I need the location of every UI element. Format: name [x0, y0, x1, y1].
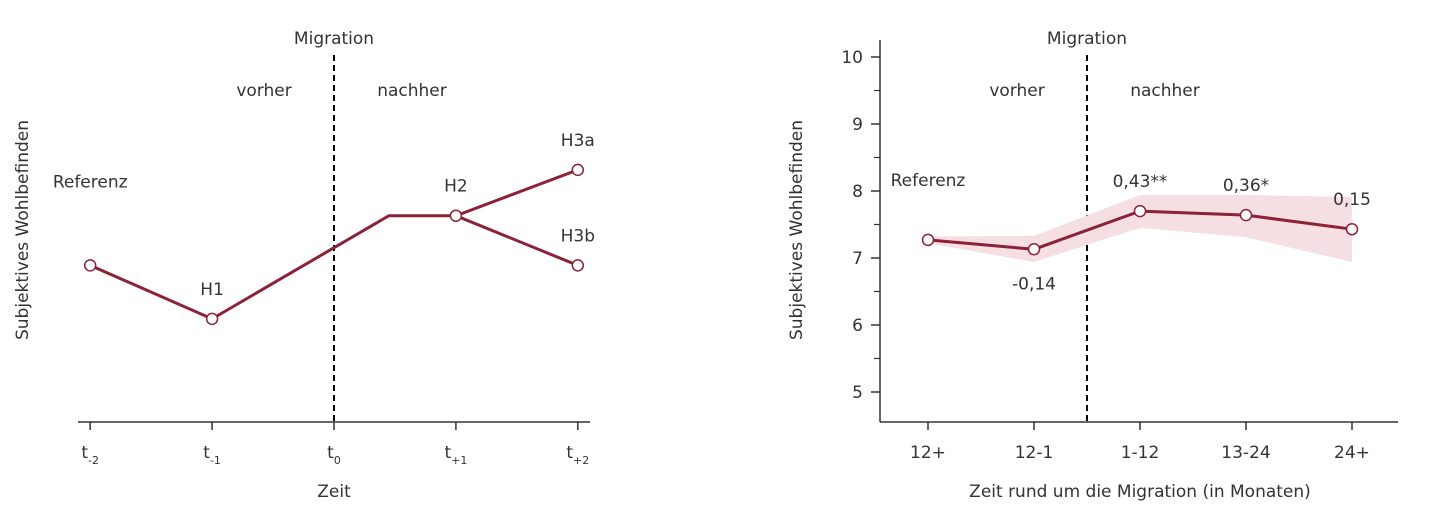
tick-sub: +1	[451, 454, 467, 467]
tick-sub: 0	[334, 454, 341, 467]
line	[455, 168, 579, 218]
x-tick-label: t0	[327, 443, 341, 467]
x-axis-title: Zeit	[317, 482, 351, 502]
after-label: nachher	[1130, 81, 1200, 101]
x-axis-title: Zeit rund um die Migration (in Monaten)	[969, 482, 1311, 502]
tick-sub: -2	[88, 454, 99, 467]
tick-sub: +2	[573, 454, 589, 467]
migration-label: Migration	[1047, 29, 1127, 49]
y-tick-label: 7	[852, 249, 863, 269]
point	[83, 259, 97, 272]
before-label: vorher	[989, 81, 1044, 101]
point	[571, 163, 585, 177]
value-label: 0,43**	[1113, 172, 1168, 192]
point-label: Referenz	[53, 172, 128, 192]
point	[205, 312, 219, 326]
point	[1027, 243, 1041, 256]
point-label: H3a	[561, 131, 595, 151]
value-label: Referenz	[891, 171, 966, 191]
y-tick-label: 6	[852, 316, 863, 336]
after-label: nachher	[377, 81, 447, 101]
line	[455, 214, 579, 267]
tick-base: t	[81, 443, 88, 463]
y-tick-label: 8	[852, 182, 863, 202]
y-tick-label: 9	[852, 115, 863, 135]
point	[921, 233, 935, 247]
point	[449, 209, 463, 222]
x-tick-label: t+2	[566, 443, 589, 467]
y-axis-title: Subjektives Wohlbefinden	[13, 120, 33, 340]
x-tick-label: t+1	[444, 443, 467, 467]
point	[1133, 204, 1147, 218]
y-axis-title: Subjektives Wohlbefinden	[787, 120, 807, 340]
tick-base: t	[444, 443, 451, 463]
value-label: -0,14	[1012, 274, 1056, 294]
point-label: H1	[200, 280, 224, 300]
tick-sub: -1	[210, 454, 221, 467]
before-label: vorher	[236, 81, 291, 101]
x-tick-label: 12-1	[1015, 443, 1054, 463]
x-tick-label: t-1	[203, 443, 221, 467]
point-label: H2	[444, 177, 468, 197]
point	[571, 259, 585, 272]
tick-base: t	[566, 443, 573, 463]
x-tick-label: 12+	[910, 443, 946, 463]
x-tick-label: t-2	[81, 443, 99, 467]
tick-base: t	[327, 443, 334, 463]
point	[1239, 208, 1253, 222]
x-tick-label: 24+	[1334, 443, 1370, 463]
point	[1345, 222, 1359, 236]
tick-base: t	[203, 443, 210, 463]
x-tick-label: 1-12	[1121, 443, 1160, 463]
value-label: 0,36*	[1223, 176, 1269, 196]
x-tick-label: 13-24	[1221, 443, 1270, 463]
y-tick-label: 5	[852, 383, 863, 403]
y-tick-label: 10	[841, 48, 863, 68]
point-label: H3b	[561, 226, 595, 246]
line	[89, 214, 456, 321]
migration-label: Migration	[294, 29, 374, 49]
value-label: 0,15	[1333, 190, 1371, 210]
